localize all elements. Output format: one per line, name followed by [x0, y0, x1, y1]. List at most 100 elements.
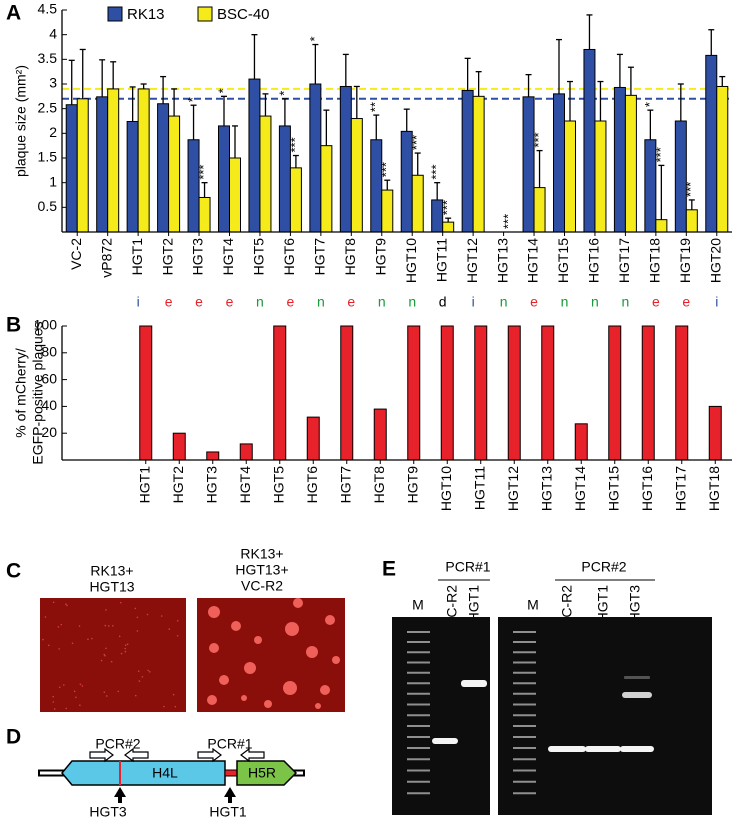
bar: [137, 88, 150, 233]
class-label: e: [530, 294, 538, 310]
bar: [320, 145, 333, 233]
bar: [624, 94, 637, 233]
dot: [117, 690, 120, 693]
micrograph: [197, 598, 345, 712]
dot: [79, 683, 82, 686]
x-tick-label: vP872: [98, 238, 114, 278]
bar: [187, 139, 200, 233]
class-label: n: [561, 294, 569, 310]
y-tick-label: 20: [41, 424, 57, 440]
x-tick-label: HGT15: [555, 238, 571, 283]
x-tick-label: HGT6: [281, 238, 297, 276]
significance: ***: [531, 132, 546, 147]
dot: [148, 671, 151, 673]
dot: [124, 647, 126, 650]
x-tick-label: HGT14: [572, 466, 588, 511]
y-axis-label: plaque size (mm²): [13, 65, 29, 177]
bar: [594, 120, 607, 233]
bar: [674, 120, 687, 233]
dot: [103, 653, 106, 656]
dot: [118, 635, 121, 638]
dot: [105, 647, 107, 650]
dot: [176, 620, 179, 622]
class-label: d: [439, 294, 447, 310]
dot: [66, 604, 68, 607]
bar: [461, 89, 474, 233]
lane-label: M: [527, 597, 539, 613]
x-tick-label: HGT2: [159, 238, 175, 276]
primer-label: PCR#2: [95, 736, 140, 752]
bar: [172, 432, 186, 461]
bar: [608, 325, 622, 461]
gene-label: H4L: [152, 765, 178, 781]
lane-label: HGT1: [466, 585, 482, 623]
gene-label: H5R: [248, 765, 276, 781]
primer-arrows: [89, 747, 265, 763]
bar: [309, 83, 322, 233]
gene-h4l: [61, 760, 226, 786]
gel: [392, 617, 490, 815]
bar: [685, 209, 698, 233]
image-label: HGT13+: [235, 562, 288, 578]
bar: [229, 157, 241, 233]
dot: [120, 652, 123, 655]
bar: [655, 219, 668, 233]
x-tick-label: HGT5: [270, 466, 286, 504]
bar: [411, 174, 424, 233]
dot: [134, 694, 137, 697]
y-tick-label: 3: [49, 75, 57, 91]
significance: ***: [287, 137, 302, 152]
y-axis-label: EGFP-positive plaques: [30, 321, 46, 464]
dot: [105, 609, 107, 611]
dot: [58, 648, 60, 650]
class-label: i: [472, 294, 475, 310]
x-tick-label: HGT12: [505, 466, 521, 511]
dot: [60, 623, 63, 626]
dot: [75, 696, 77, 699]
dot: [119, 601, 122, 604]
image-label: RK13+: [240, 546, 283, 562]
bar: [522, 96, 535, 233]
dot: [52, 601, 55, 604]
x-tick-label: HGT3: [190, 238, 206, 276]
dot: [163, 705, 165, 708]
class-label: e: [652, 294, 660, 310]
y-tick-label: 40: [41, 397, 57, 413]
bar: [76, 98, 89, 233]
micrograph: [40, 598, 186, 712]
dot: [136, 630, 139, 632]
dot: [141, 675, 144, 678]
dot: [44, 616, 47, 618]
y-tick-label: 80: [41, 344, 57, 360]
dot: [78, 625, 81, 627]
dot: [168, 628, 171, 630]
bar: [206, 451, 220, 461]
x-tick-label: HGT4: [237, 466, 253, 504]
x-tick-label: HGT10: [403, 238, 419, 283]
y-tick-label: 1.5: [38, 149, 58, 165]
legend-swatch: [197, 6, 213, 22]
x-tick-label: HGT7: [337, 466, 353, 504]
y-tick-label: 1: [49, 173, 57, 189]
dot: [42, 638, 44, 641]
bar: [553, 93, 565, 233]
image-label: HGT13: [89, 579, 134, 595]
bar: [139, 325, 153, 461]
class-label: i: [137, 294, 140, 310]
dot: [65, 603, 67, 605]
panel-label: C: [6, 560, 21, 583]
y-tick-label: 4.5: [38, 1, 58, 17]
bar: [507, 325, 521, 461]
dot: [47, 644, 50, 647]
bar: [442, 221, 455, 233]
site-label: HGT1: [209, 804, 247, 820]
bar: [96, 96, 109, 233]
panel-label: B: [6, 314, 21, 337]
bar: [218, 125, 230, 233]
dot: [108, 625, 110, 627]
y-axis-label: % of mCherry/: [13, 348, 29, 438]
site-arrows: [114, 787, 236, 803]
hgt1-site: [224, 769, 238, 777]
class-label: e: [682, 294, 690, 310]
